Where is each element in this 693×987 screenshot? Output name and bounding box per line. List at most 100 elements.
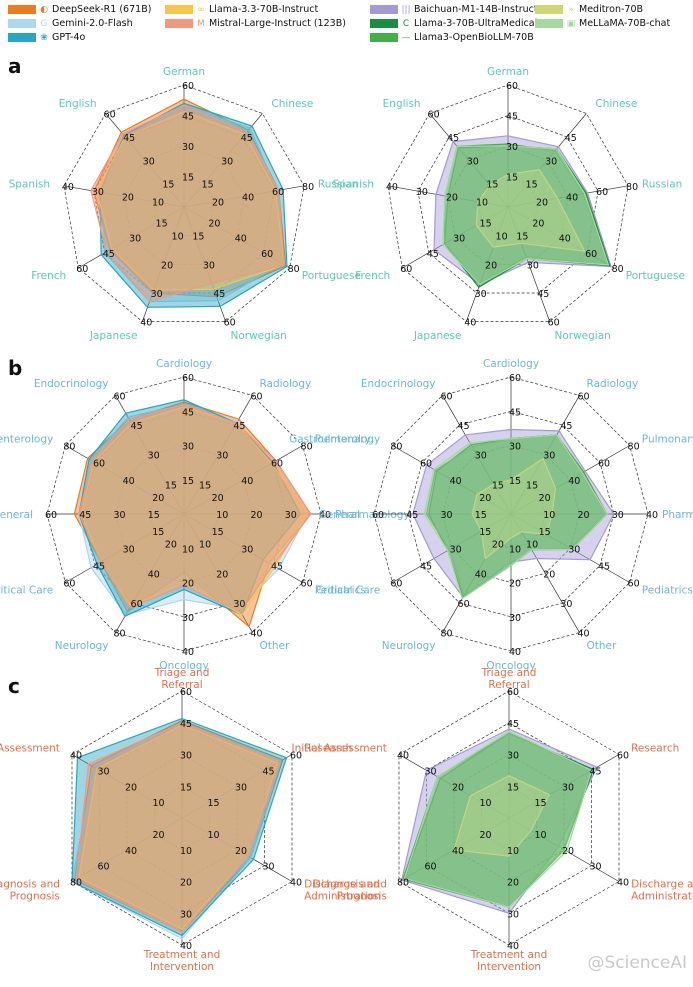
category-label: French xyxy=(355,270,390,282)
category-label: Cardiology xyxy=(483,358,539,370)
tick-label: 45 xyxy=(506,112,518,123)
legend-swatch xyxy=(535,19,563,28)
series-area xyxy=(433,135,612,286)
tick-label: 30 xyxy=(216,451,228,462)
category-label: Japanese xyxy=(413,330,462,342)
tick-label: 30 xyxy=(416,187,428,198)
tick-label: 60 xyxy=(548,318,560,329)
grid-spoke xyxy=(507,113,587,208)
tick-label: 10 xyxy=(172,232,184,243)
tick-label: 80 xyxy=(288,264,300,275)
tick-label: 80 xyxy=(626,182,638,193)
tick-label: 30 xyxy=(424,766,436,777)
tick-label: 40 xyxy=(475,569,487,580)
grid-spoke xyxy=(442,395,512,515)
tick-label: 60 xyxy=(224,318,236,329)
tick-label: 40 xyxy=(464,318,476,329)
tick-label: 30 xyxy=(507,751,519,762)
tick-label: 60 xyxy=(272,187,284,198)
category-label: Critical Care xyxy=(0,585,53,597)
category-label: Portuguese xyxy=(302,270,361,282)
tick-label: 10 xyxy=(182,544,194,555)
google-g-icon: G xyxy=(40,18,48,29)
tick-label: 20 xyxy=(577,510,589,521)
series-area xyxy=(90,104,286,303)
tick-label: 15 xyxy=(479,527,491,538)
grid-spoke xyxy=(183,113,263,208)
tick-label: 20 xyxy=(212,198,224,209)
tick-label: 40 xyxy=(242,192,254,203)
tick-label: 80 xyxy=(302,182,314,193)
tick-label: 45 xyxy=(79,510,91,521)
tick-label: 40 xyxy=(568,476,580,487)
category-label: English xyxy=(59,98,97,110)
series-area xyxy=(471,457,557,560)
tick-label: 60 xyxy=(428,110,440,121)
tick-label: 20 xyxy=(452,782,464,793)
grid-spoke xyxy=(63,185,185,208)
grid-ring xyxy=(417,115,599,294)
tick-label: 20 xyxy=(180,878,192,889)
tick-label: 60 xyxy=(131,599,143,610)
category-label: Japanese xyxy=(89,330,138,342)
tick-label: 15 xyxy=(202,180,214,191)
category-label: Cardiology xyxy=(156,358,212,370)
tick-label: 30 xyxy=(562,782,574,793)
tick-label: 10 xyxy=(507,846,519,857)
tick-label: 60 xyxy=(182,373,194,384)
tick-label: 10 xyxy=(509,544,521,555)
legend-item: ❀ GPT-4o xyxy=(8,32,85,43)
tick-label: 45 xyxy=(233,421,245,432)
grid-spoke xyxy=(429,113,509,208)
grid-spoke xyxy=(65,445,185,515)
tick-label: 40 xyxy=(140,318,152,329)
tick-label: 40 xyxy=(148,569,160,580)
tick-label: 80 xyxy=(612,264,624,275)
legend-label: GPT-4o xyxy=(52,32,86,43)
category-label: French xyxy=(31,270,66,282)
tick-label: 15 xyxy=(506,173,518,184)
tick-label: 60 xyxy=(180,687,192,698)
legend-item: ||| Baichuan-M1-14B-Instruct xyxy=(370,4,538,15)
tick-label: 15 xyxy=(534,798,546,809)
tick-label: 15 xyxy=(180,782,192,793)
tick-label: 30 xyxy=(440,510,452,521)
tick-label: 10 xyxy=(526,540,538,551)
legend-item: ∞ Llama-3.3-70B-Instruct xyxy=(165,4,318,15)
tick-label: 40 xyxy=(617,878,629,889)
tick-label: 20 xyxy=(216,569,228,580)
category-label: Gastroenterology xyxy=(289,434,380,446)
tick-label: 40 xyxy=(70,751,82,762)
grid-ring xyxy=(93,115,275,294)
tick-label: 45 xyxy=(180,719,192,730)
category-label: Pediatrics xyxy=(315,585,366,597)
tick-label: 40 xyxy=(241,476,253,487)
tick-label: 30 xyxy=(450,544,462,555)
tick-label: 15 xyxy=(486,180,498,191)
legend-label: Llama-3-70B-UltraMedical xyxy=(414,18,538,29)
tick-label: 40 xyxy=(319,510,331,521)
tick-label: 45 xyxy=(406,510,418,521)
category-label: Oncology xyxy=(159,660,208,672)
tick-label: 20 xyxy=(509,579,521,590)
legend-swatch xyxy=(535,5,563,14)
tick-label: 30 xyxy=(545,156,557,167)
category-label: Treatment and Intervention xyxy=(470,949,548,973)
tick-label: 15 xyxy=(152,527,164,538)
tick-label: 15 xyxy=(475,510,487,521)
tick-label: 10 xyxy=(152,798,164,809)
tick-label: 45 xyxy=(123,133,135,144)
tick-label: 20 xyxy=(479,830,491,841)
tick-label: 30 xyxy=(262,862,274,873)
tick-label: 20 xyxy=(235,846,247,857)
watermark: @ScienceAI xyxy=(587,953,687,973)
tick-label: 30 xyxy=(506,142,518,153)
tick-label: 15 xyxy=(182,173,194,184)
tick-label: 60 xyxy=(113,391,125,402)
grid-spoke xyxy=(181,817,293,882)
tick-label: 40 xyxy=(452,846,464,857)
tick-label: 45 xyxy=(420,561,432,572)
tick-label: 15 xyxy=(192,232,204,243)
grid-spoke xyxy=(183,395,253,515)
